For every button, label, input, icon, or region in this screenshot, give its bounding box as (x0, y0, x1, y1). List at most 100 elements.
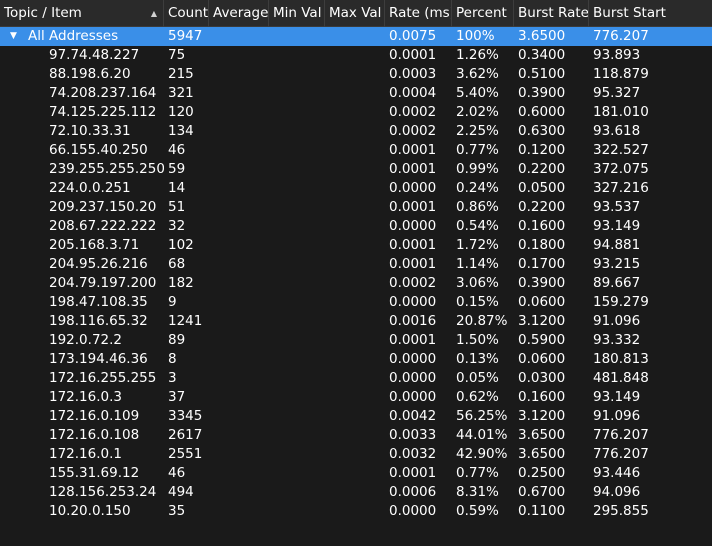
cell-percent: 2.02% (456, 104, 499, 120)
cell-count: 51 (168, 199, 186, 215)
cell-burst-rate: 0.1200 (518, 142, 566, 158)
cell-rate: 0.0001 (389, 256, 437, 272)
cell-burst-start: 776.207 (593, 427, 649, 443)
cell-burst-rate: 0.3900 (518, 275, 566, 291)
table-row[interactable]: 74.125.225.112 120 0.0002 2.02% 0.6000 181.01… (0, 103, 712, 122)
cell-average (209, 179, 269, 198)
table-row[interactable]: 72.10.33.31 134 0.0002 2.25% 0.6300 93.618 (0, 122, 712, 141)
column-header-percent[interactable]: Percent (452, 0, 514, 27)
cell-percent: 3.62% (456, 66, 499, 82)
cell-burst-start: 91.096 (593, 408, 641, 424)
cell-topic: 74.208.237.164 (49, 85, 157, 101)
cell-burst-start: 91.096 (593, 313, 641, 329)
cell-rate: 0.0033 (389, 427, 437, 443)
cell-percent: 0.54% (456, 218, 499, 234)
table-row[interactable]: 198.116.65.32 1241 0.0016 20.87% 3.1200 91.09… (0, 312, 712, 331)
table-row[interactable]: 204.79.197.200 182 0.0002 3.06% 0.3900 89.667 (0, 274, 712, 293)
cell-rate: 0.0000 (389, 180, 437, 196)
table-row[interactable]: 172.16.255.255 3 0.0000 0.05% 0.0300 481.848 (0, 369, 712, 388)
cell-min-val (269, 160, 325, 179)
table-row[interactable]: 208.67.222.222 32 0.0000 0.54% 0.1600 93.149 (0, 217, 712, 236)
cell-burst-start: 94.881 (593, 237, 641, 253)
cell-max-val (325, 141, 385, 160)
cell-burst-start: 93.446 (593, 465, 641, 481)
expand-triangle-icon[interactable]: ▼ (10, 31, 17, 41)
cell-max-val (325, 483, 385, 502)
cell-count: 1241 (168, 313, 203, 329)
table-row[interactable]: 172.16.0.1 2551 0.0032 42.90% 3.6500 776.207 (0, 445, 712, 464)
cell-percent: 1.50% (456, 332, 499, 348)
table-row[interactable]: 172.16.0.108 2617 0.0033 44.01% 3.6500 776.20… (0, 426, 712, 445)
table-row[interactable]: 97.74.48.227 75 0.0001 1.26% 0.3400 93.893 (0, 46, 712, 65)
cell-min-val (269, 84, 325, 103)
cell-max-val (325, 464, 385, 483)
cell-average (209, 46, 269, 65)
table-row[interactable]: 172.16.0.3 37 0.0000 0.62% 0.1600 93.149 (0, 388, 712, 407)
table-row[interactable]: 66.155.40.250 46 0.0001 0.77% 0.1200 322.527 (0, 141, 712, 160)
cell-burst-rate: 0.0600 (518, 294, 566, 310)
table-row[interactable]: 224.0.0.251 14 0.0000 0.24% 0.0500 327.216 (0, 179, 712, 198)
cell-topic: 66.155.40.250 (49, 142, 148, 158)
cell-average (209, 464, 269, 483)
cell-burst-rate: 0.6300 (518, 123, 566, 139)
cell-rate: 0.0001 (389, 465, 437, 481)
column-header-average[interactable]: Average (209, 0, 269, 27)
cell-count: 14 (168, 180, 186, 196)
cell-min-val (269, 198, 325, 217)
table-row[interactable]: 205.168.3.71 102 0.0001 1.72% 0.1800 94.881 (0, 236, 712, 255)
table-row[interactable]: 10.20.0.150 35 0.0000 0.59% 0.1100 295.855 (0, 502, 712, 521)
cell-average (209, 65, 269, 84)
cell-min-val (269, 445, 325, 464)
column-header-min-val[interactable]: Min Val (269, 0, 325, 27)
cell-topic: 88.198.6.20 (49, 66, 131, 82)
table-row[interactable]: 192.0.72.2 89 0.0001 1.50% 0.5900 93.332 (0, 331, 712, 350)
cell-percent: 0.77% (456, 142, 499, 158)
column-header-topic[interactable]: Topic / Item ▲ (0, 0, 164, 27)
cell-average (209, 426, 269, 445)
cell-max-val (325, 46, 385, 65)
cell-rate: 0.0002 (389, 123, 437, 139)
cell-rate: 0.0000 (389, 351, 437, 367)
cell-count: 8 (168, 351, 177, 367)
table-row[interactable]: 173.194.46.36 8 0.0000 0.13% 0.0600 180.813 (0, 350, 712, 369)
cell-count: 2551 (168, 446, 203, 462)
cell-average (209, 122, 269, 141)
cell-percent: 1.26% (456, 47, 499, 63)
cell-topic: 208.67.222.222 (49, 218, 157, 234)
cell-average (209, 274, 269, 293)
cell-count: 46 (168, 465, 186, 481)
table-row[interactable]: 239.255.255.250 59 0.0001 0.99% 0.2200 372.07… (0, 160, 712, 179)
table-row[interactable]: 209.237.150.20 51 0.0001 0.86% 0.2200 93.537 (0, 198, 712, 217)
cell-burst-rate: 0.0500 (518, 180, 566, 196)
column-header-max-val[interactable]: Max Val (325, 0, 385, 27)
cell-rate: 0.0006 (389, 484, 437, 500)
table-row-all-addresses[interactable]: ▼ All Addresses 5947 0.0075 100% 3.6500 … (0, 27, 712, 46)
cell-burst-rate: 3.6500 (518, 427, 566, 443)
table-row[interactable]: 74.208.237.164 321 0.0004 5.40% 0.3900 95.327 (0, 84, 712, 103)
cell-average (209, 369, 269, 388)
table-row[interactable]: 204.95.26.216 68 0.0001 1.14% 0.1700 93.215 (0, 255, 712, 274)
column-header-burst-rate[interactable]: Burst Rate (514, 0, 589, 27)
column-header-burst-start[interactable]: Burst Start (593, 5, 666, 21)
cell-max-val (325, 255, 385, 274)
cell-burst-start: 327.216 (593, 180, 649, 196)
table-row[interactable]: 88.198.6.20 215 0.0003 3.62% 0.5100 118.879 (0, 65, 712, 84)
column-header-count[interactable]: Count (164, 0, 209, 27)
table-row[interactable]: 155.31.69.12 46 0.0001 0.77% 0.2500 93.446 (0, 464, 712, 483)
cell-count: 182 (168, 275, 194, 291)
table-row[interactable]: 198.47.108.35 9 0.0000 0.15% 0.0600 159.279 (0, 293, 712, 312)
cell-min-val (269, 426, 325, 445)
cell-percent: 0.86% (456, 199, 499, 215)
column-header-rate[interactable]: Rate (ms) (385, 0, 452, 27)
cell-burst-rate: 3.1200 (518, 408, 566, 424)
cell-rate: 0.0000 (389, 370, 437, 386)
table-row[interactable]: 128.156.253.24 494 0.0006 8.31% 0.6700 94.096 (0, 483, 712, 502)
cell-burst-rate: 0.1600 (518, 389, 566, 405)
cell-burst-start: 481.848 (593, 370, 649, 386)
cell-max-val (325, 65, 385, 84)
table-row[interactable]: 172.16.0.109 3345 0.0042 56.25% 3.1200 91.096 (0, 407, 712, 426)
cell-max-val (325, 217, 385, 236)
cell-count: 321 (168, 85, 194, 101)
column-header-label: Topic / Item (4, 5, 82, 21)
cell-count: 120 (168, 104, 194, 120)
